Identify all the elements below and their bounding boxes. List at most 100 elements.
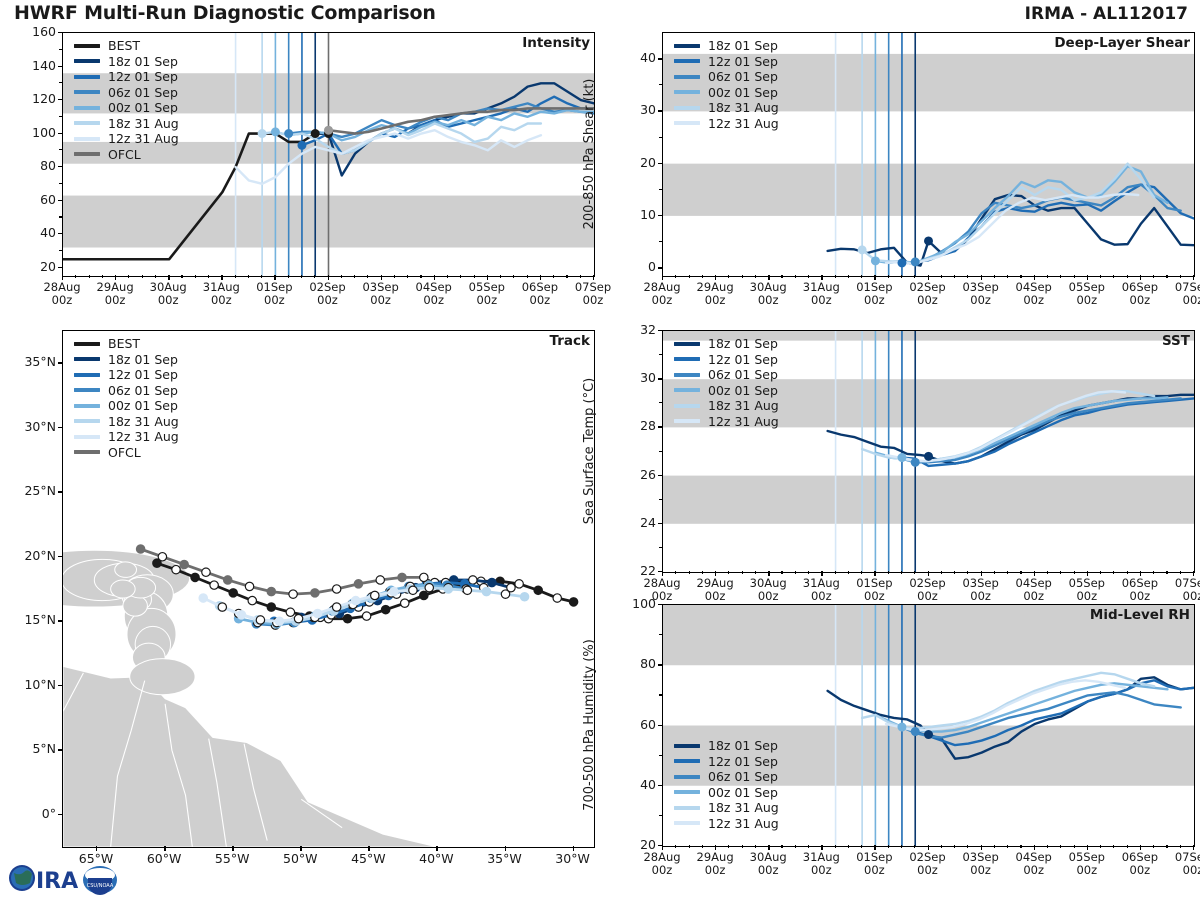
legend-item[interactable]: 18z 31 Aug xyxy=(674,100,779,116)
legend-item[interactable]: 18z 31 Aug xyxy=(674,398,779,414)
legend-item[interactable]: OFCL xyxy=(74,147,179,163)
xtick-minor xyxy=(834,275,836,278)
legend-item[interactable]: 18z 01 Sep xyxy=(74,54,179,70)
legend-item[interactable]: 12z 31 Aug xyxy=(74,429,179,445)
xtick-mark xyxy=(433,275,436,280)
xtick-minor xyxy=(1113,571,1115,574)
legend-swatch xyxy=(674,805,700,810)
legend-item[interactable]: 06z 01 Sep xyxy=(674,769,779,785)
legend-item[interactable]: 06z 01 Sep xyxy=(674,367,779,383)
xtick-rh: 02Sep 00z xyxy=(909,850,946,877)
xtick-minor xyxy=(794,275,796,278)
init-marker xyxy=(297,140,307,150)
track-marker xyxy=(506,582,516,593)
legend-item[interactable]: 00z 01 Sep xyxy=(674,383,779,399)
xtick-mark xyxy=(593,275,595,280)
legend-item[interactable]: 06z 01 Sep xyxy=(74,383,179,399)
init-marker xyxy=(924,730,933,740)
xtick-mark xyxy=(572,846,574,851)
xtick-minor xyxy=(847,275,849,278)
legend-item[interactable]: 18z 31 Aug xyxy=(74,414,179,430)
legend-item[interactable]: 00z 01 Sep xyxy=(74,100,179,116)
xtick-minor xyxy=(1007,571,1009,574)
xtick-mark xyxy=(927,571,929,576)
legend-item[interactable]: OFCL xyxy=(74,445,179,461)
panel-sst: SST xyxy=(662,330,1195,573)
xtick-minor xyxy=(808,845,810,848)
xtick-minor xyxy=(101,275,103,278)
page-title: HWRF Multi-Run Diagnostic Comparison xyxy=(14,2,436,24)
legend-item[interactable]: 00z 01 Sep xyxy=(674,85,779,101)
xtick-minor xyxy=(754,275,757,278)
xtick-minor xyxy=(1166,571,1168,574)
legend-item[interactable]: 00z 01 Sep xyxy=(674,785,779,801)
legend-item[interactable]: 12z 31 Aug xyxy=(74,131,179,147)
xtick-minor xyxy=(1166,845,1168,848)
legend-item[interactable]: 12z 01 Sep xyxy=(74,69,179,85)
xtick-rh: 05Sep 00z xyxy=(1068,850,1105,877)
xtick-mark xyxy=(164,846,166,851)
legend-item[interactable]: 18z 31 Aug xyxy=(74,116,179,132)
legend-item[interactable]: 18z 01 Sep xyxy=(674,738,779,754)
legend-swatch xyxy=(674,341,700,346)
legend-rh: 18z 01 Sep 12z 01 Sep 06z 01 Sep 00z 01 Sep… xyxy=(674,738,779,831)
track-marker xyxy=(361,611,372,621)
xtick-shear: 02Sep 00z xyxy=(909,280,946,307)
xtick-minor xyxy=(1046,845,1049,848)
track-marker xyxy=(266,586,277,597)
legend-item[interactable]: 12z 01 Sep xyxy=(674,352,779,368)
ytick-mark xyxy=(58,65,62,67)
xtick-mark xyxy=(1139,275,1142,280)
xtick-minor xyxy=(500,275,502,278)
legend-item[interactable]: 18z 31 Aug xyxy=(674,800,779,816)
legend-item[interactable]: BEST xyxy=(74,38,179,54)
xtick-minor xyxy=(287,275,289,278)
xtick-minor xyxy=(741,571,743,574)
ytick-mark xyxy=(58,555,62,558)
legend-intensity: BEST 18z 01 Sep 12z 01 Sep 06z 01 Sep 00z 01… xyxy=(74,38,179,162)
legend-item[interactable]: 18z 01 Sep xyxy=(674,336,779,352)
xtick-minor xyxy=(1153,845,1155,848)
ytick-intensity: 160 xyxy=(32,24,56,39)
legend-item[interactable]: 12z 01 Sep xyxy=(74,367,179,383)
legend-item[interactable]: 12z 31 Aug xyxy=(674,116,779,132)
legend-label: 18z 01 Sep xyxy=(708,38,778,54)
xtick-mark xyxy=(274,275,276,280)
legend-item[interactable]: 00z 01 Sep xyxy=(74,398,179,414)
ytick-shear: 30 xyxy=(640,102,656,118)
legend-item[interactable]: 06z 01 Sep xyxy=(674,69,779,85)
xtick-mark xyxy=(1086,571,1089,576)
xtick-track: 65°W xyxy=(78,851,114,866)
xtick-mark xyxy=(1193,571,1195,576)
track-marker xyxy=(152,558,162,568)
legend-swatch xyxy=(674,790,700,795)
legend-label: 06z 01 Sep xyxy=(108,382,178,398)
ytick-rh: 40 xyxy=(640,776,656,792)
legend-item[interactable]: 12z 01 Sep xyxy=(674,54,779,70)
ytick-track: 25°N xyxy=(24,483,56,499)
xtick-mark xyxy=(927,275,929,280)
ytick-mark xyxy=(58,266,62,268)
xtick-minor xyxy=(1166,275,1168,278)
legend-label: 12z 31 Aug xyxy=(108,131,179,147)
xtick-mark xyxy=(115,275,117,280)
legend-item[interactable]: BEST xyxy=(74,336,179,352)
xtick-minor xyxy=(261,275,263,278)
xtick-minor xyxy=(1126,571,1128,574)
landmass-layer xyxy=(63,549,438,847)
xtick-minor xyxy=(834,845,836,848)
legend-label: BEST xyxy=(108,38,141,54)
ytick-mark xyxy=(58,362,62,364)
track-marker xyxy=(312,608,323,619)
legend-item[interactable]: 06z 01 Sep xyxy=(74,85,179,101)
legend-item[interactable]: 18z 01 Sep xyxy=(674,38,779,54)
xtick-mark xyxy=(980,275,982,280)
svg-text:CSU/NOAA: CSU/NOAA xyxy=(87,883,114,889)
legend-item[interactable]: 12z 01 Sep xyxy=(674,754,779,770)
legend-item[interactable]: 12z 31 Aug xyxy=(674,816,779,832)
legend-item[interactable]: 12z 31 Aug xyxy=(674,414,779,430)
xtick-rh: 29Aug 00z xyxy=(696,850,734,877)
legend-item[interactable]: 18z 01 Sep xyxy=(74,352,179,368)
ytick-mark xyxy=(58,620,62,622)
panel-rh: Mid-Level RH xyxy=(662,604,1195,847)
